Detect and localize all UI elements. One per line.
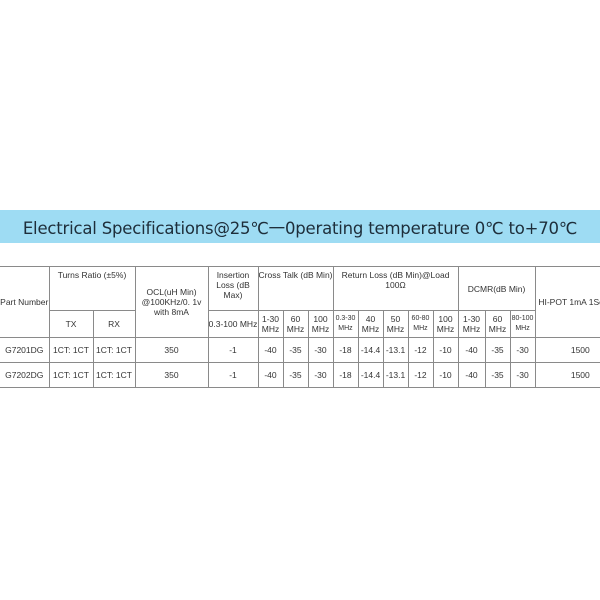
table-cell: -1 [207, 337, 259, 363]
title-banner: Electrical Specifications@25℃一0perating … [0, 210, 600, 243]
header-insertion-range: 0.3-100 MHz [207, 310, 259, 338]
table-cell: -10 [432, 362, 459, 388]
header-tx: TX [48, 310, 94, 338]
table-cell: -1 [207, 362, 259, 388]
header-cross-talk: Cross Talk (dB Min) [257, 266, 334, 311]
table-cell: 1500 [534, 362, 600, 388]
table-cell: 1CT: 1CT [92, 362, 136, 388]
subheader-row: TX RX 0.3-100 MHz 1-30 MHz 60 MHz 100 MH… [0, 310, 600, 338]
table-cell: -18 [332, 362, 359, 388]
table-row: G7202DG 1CT: 1CT 1CT: 1CT 350 -1 -40 -35 -30 -18… [0, 362, 600, 388]
table-cell: -18 [332, 337, 359, 363]
table-cell: -35 [484, 362, 511, 388]
header-insertion-loss: Insertion Loss (dB Max) [207, 266, 259, 311]
table-cell: -30 [509, 337, 536, 363]
header-dcmr-1: 1-30 MHz [457, 310, 486, 338]
table-cell: -14.4 [357, 362, 384, 388]
header-ct-3: 100 MHz [307, 310, 334, 338]
table-cell: -12 [407, 362, 434, 388]
table-cell: -40 [257, 362, 284, 388]
header-rl-3: 50 MHz [382, 310, 409, 338]
part-number-cell: G7202DG [0, 362, 50, 388]
table-row: G7201DG 1CT: 1CT 1CT: 1CT 350 -1 -40 -35 -30 -18… [0, 337, 600, 363]
table-cell: -40 [457, 362, 486, 388]
header-ocl: OCL(uH Min) @100KHz/0. 1v with 8mA [134, 266, 209, 338]
header-ct-1: 1-30 MHz [257, 310, 284, 338]
header-rl-4: 60-80 MHz [407, 310, 434, 338]
header-dcmr-3: 80-100 MHz [509, 310, 536, 338]
table-cell: -40 [457, 337, 486, 363]
table-cell: 1CT: 1CT [48, 337, 94, 363]
table-cell: 350 [134, 362, 209, 388]
table-cell: -10 [432, 337, 459, 363]
header-dcmr-2: 60 MHz [484, 310, 511, 338]
header-dcmr: DCMR(dB Min) [457, 266, 536, 311]
table-cell: -40 [257, 337, 284, 363]
spec-table: Part Number Turns Ratio (±5%) OCL(uH Min… [0, 266, 600, 388]
table-cell: 1CT: 1CT [48, 362, 94, 388]
table-cell: -30 [307, 362, 334, 388]
table-cell: -35 [282, 362, 309, 388]
table-cell: -14.4 [357, 337, 384, 363]
header-part-number: Part Number [0, 266, 50, 338]
table-cell: 1CT: 1CT [92, 337, 136, 363]
page-title: Electrical Specifications@25℃一0perating … [22, 218, 578, 238]
table-cell: -13.1 [382, 337, 409, 363]
header-ct-2: 60 MHz [282, 310, 309, 338]
table-cell: -35 [484, 337, 511, 363]
table-cell: -13.1 [382, 362, 409, 388]
table-cell: -30 [307, 337, 334, 363]
header-row: Part Number Turns Ratio (±5%) OCL(uH Min… [0, 266, 600, 338]
header-return-loss: Return Loss (dB Min)@Load 100Ω [332, 266, 459, 311]
table-cell: 350 [134, 337, 209, 363]
table-cell: 1500 [534, 337, 600, 363]
header-turns-ratio: Turns Ratio (±5%) [48, 266, 136, 311]
header-rl-2: 40 MHz [357, 310, 384, 338]
header-rx: RX [92, 310, 136, 338]
part-number-cell: G7201DG [0, 337, 50, 363]
table-cell: -12 [407, 337, 434, 363]
table-cell: -30 [509, 362, 536, 388]
header-hipot: HI-POT 1mA 1Second [534, 266, 600, 338]
header-rl-5: 100 MHz [432, 310, 459, 338]
header-rl-1: 0.3-30 MHz [332, 310, 359, 338]
table-cell: -35 [282, 337, 309, 363]
